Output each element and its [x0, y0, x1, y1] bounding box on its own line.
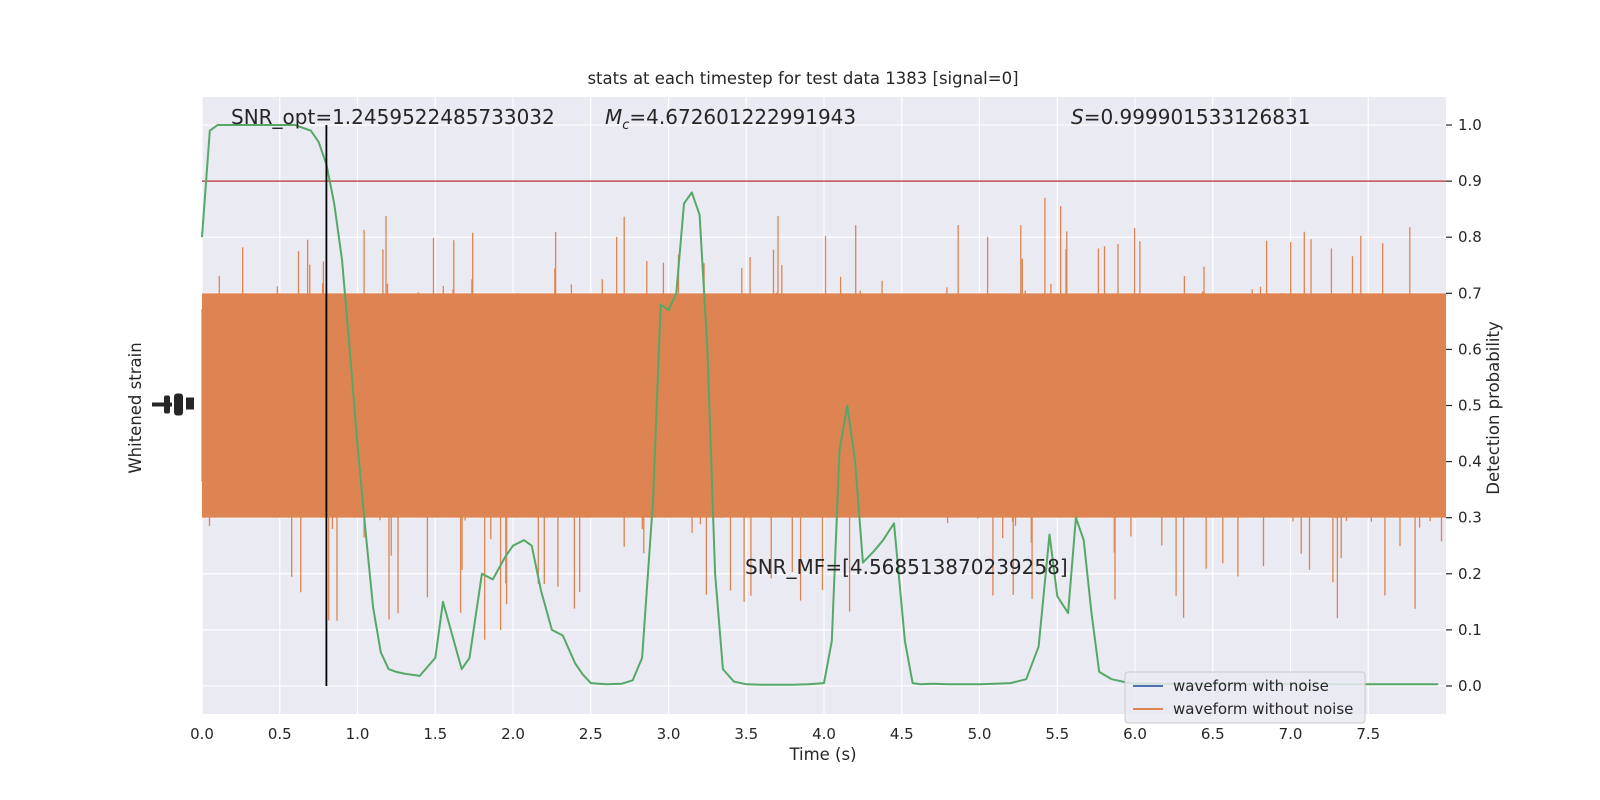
- x-tick-label: 1.5: [423, 725, 447, 743]
- right-tick-label: 0.2: [1458, 565, 1482, 583]
- x-tick-label: 0.0: [190, 725, 214, 743]
- right-tick-label: 0.0: [1458, 677, 1482, 695]
- x-tick-label: 2.0: [501, 725, 525, 743]
- right-tick-label: 0.9: [1458, 172, 1482, 190]
- x-tick-label: 3.0: [657, 725, 681, 743]
- x-tick-label: 1.0: [346, 725, 370, 743]
- left-tick-clutter: [186, 397, 194, 410]
- right-tick-label: 0.5: [1458, 397, 1482, 415]
- mc-value: =4.672601222991943: [629, 105, 856, 129]
- chart-title: stats at each timestep for test data 138…: [587, 69, 1018, 88]
- x-tick-label: 4.0: [812, 725, 836, 743]
- right-axis-ticks: 0.0 0.1 0.2 0.3 0.4 0.5 0.6 0.7 0.8 0.9 1.0: [1446, 116, 1482, 695]
- right-tick-label: 0.6: [1458, 340, 1482, 358]
- detection-probability-line: [201, 124, 1439, 686]
- right-axis-label: Detection probability: [1484, 321, 1503, 495]
- s-annotation: S=0.999901533126831: [1071, 105, 1310, 129]
- x-tick-label: 2.5: [579, 725, 603, 743]
- x-axis-ticks: 0.0 0.5 1.0 1.5 2.0 2.5 3.0 3.5 4.0 4.5 5.0 5.5 6.0 6…: [190, 725, 1380, 743]
- x-tick-label: 4.5: [890, 725, 914, 743]
- noise-spikes: [201, 197, 1446, 640]
- legend-label-with-noise: waveform with noise: [1173, 677, 1329, 695]
- x-tick-label: 3.5: [734, 725, 758, 743]
- right-tick-label: 1.0: [1458, 116, 1482, 134]
- x-tick-label: 7.0: [1279, 725, 1303, 743]
- left-axis-label: Whitened strain: [126, 342, 145, 473]
- right-tick-label: 0.3: [1458, 509, 1482, 527]
- x-tick-label: 5.0: [968, 725, 992, 743]
- chirp-mass-annotation: Mc=4.672601222991943: [605, 105, 856, 133]
- left-tick-clutter: [152, 402, 172, 407]
- x-axis-label: Time (s): [788, 745, 856, 764]
- legend-label-without-noise: waveform without noise: [1173, 700, 1353, 718]
- series-lines: [201, 124, 1446, 686]
- s-value: =0.999901533126831: [1084, 105, 1311, 129]
- x-tick-label: 0.5: [268, 725, 292, 743]
- right-tick-label: 0.8: [1458, 228, 1482, 246]
- right-tick-label: 0.7: [1458, 284, 1482, 302]
- s-symbol: S: [1071, 105, 1084, 129]
- legend-box: [1124, 671, 1366, 724]
- left-tick-clutter: [164, 395, 170, 414]
- x-tick-label: 6.0: [1123, 725, 1147, 743]
- right-tick-label: 0.1: [1458, 621, 1482, 639]
- snr-opt-annotation: SNR_opt=1.2459522485733032: [231, 105, 555, 129]
- x-tick-label: 7.5: [1356, 725, 1380, 743]
- x-tick-label: 5.5: [1045, 725, 1069, 743]
- right-tick-label: 0.4: [1458, 453, 1482, 471]
- noise-band: [201, 197, 1446, 640]
- mc-symbol: M: [605, 105, 622, 129]
- snr-mf-annotation: SNR_MF=[4.568513870239258]: [745, 555, 1068, 579]
- left-axis-clutter: [152, 393, 194, 416]
- x-tick-label: 6.5: [1201, 725, 1225, 743]
- left-tick-clutter: [174, 393, 183, 416]
- mc-subscript: c: [622, 118, 629, 133]
- legend: waveform with noise waveform without noi…: [1124, 671, 1366, 724]
